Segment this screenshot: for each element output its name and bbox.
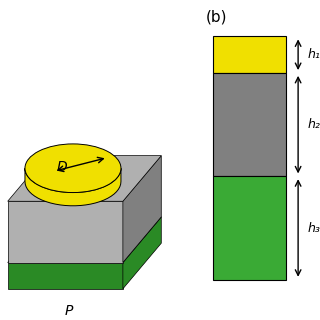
Bar [213, 73, 286, 176]
Ellipse shape [25, 144, 121, 193]
Text: h₂: h₂ [308, 118, 320, 131]
Text: h₁: h₁ [308, 48, 320, 61]
Bar [213, 176, 286, 280]
Polygon shape [8, 262, 123, 289]
Polygon shape [8, 156, 161, 201]
Text: h₃: h₃ [308, 221, 320, 235]
Text: P: P [65, 304, 73, 318]
Text: (b): (b) [206, 9, 228, 24]
Text: D: D [56, 160, 67, 174]
Polygon shape [8, 217, 161, 262]
Bar [213, 36, 286, 73]
Polygon shape [123, 217, 161, 289]
Polygon shape [8, 201, 123, 262]
Polygon shape [123, 156, 161, 262]
Polygon shape [25, 168, 121, 206]
